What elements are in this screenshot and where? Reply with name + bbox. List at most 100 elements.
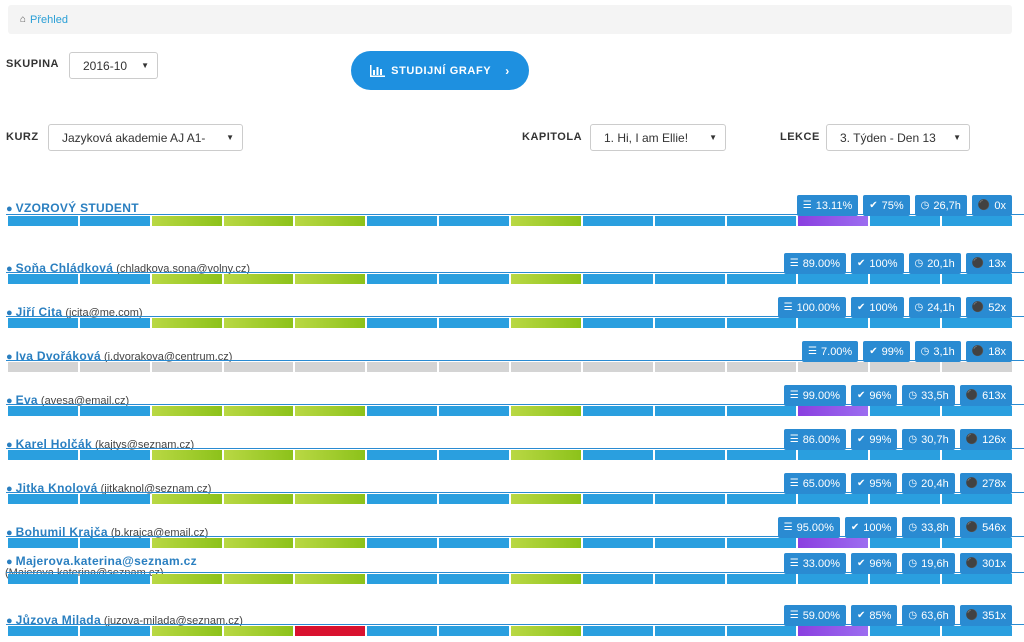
- lesson-segment[interactable]: [439, 274, 510, 284]
- lesson-segment[interactable]: [726, 406, 797, 416]
- lesson-segment[interactable]: [79, 274, 150, 284]
- lesson-segment[interactable]: [798, 406, 869, 416]
- lesson-segment[interactable]: [439, 626, 510, 636]
- lesson-segment[interactable]: [582, 406, 653, 416]
- lesson-segment[interactable]: [582, 450, 653, 460]
- lesson-segment[interactable]: [942, 274, 1013, 284]
- lesson-segment[interactable]: [151, 406, 222, 416]
- lesson-segment[interactable]: [223, 216, 294, 226]
- lesson-segment[interactable]: [295, 362, 366, 372]
- skupina-select[interactable]: 2016-10 ▼: [69, 52, 158, 79]
- lesson-segment[interactable]: [511, 574, 581, 584]
- lesson-segment[interactable]: [654, 538, 725, 548]
- lesson-segment[interactable]: [295, 216, 366, 226]
- lesson-segment[interactable]: [942, 574, 1013, 584]
- lesson-segment[interactable]: [367, 274, 438, 284]
- lesson-segment[interactable]: [367, 406, 438, 416]
- lesson-segment[interactable]: [582, 626, 653, 636]
- lesson-segment[interactable]: [79, 450, 150, 460]
- lesson-segment[interactable]: [151, 318, 222, 328]
- lesson-segment[interactable]: [151, 574, 222, 584]
- lesson-segment[interactable]: [798, 574, 869, 584]
- lesson-segment[interactable]: [798, 216, 869, 226]
- lesson-segment[interactable]: [798, 538, 869, 548]
- lesson-segment[interactable]: [798, 494, 869, 504]
- lesson-segment[interactable]: [798, 362, 869, 372]
- lesson-segment[interactable]: [511, 450, 581, 460]
- lesson-segment[interactable]: [726, 538, 797, 548]
- lesson-segment[interactable]: [582, 318, 653, 328]
- lesson-segment[interactable]: [654, 362, 725, 372]
- lesson-segment[interactable]: [870, 318, 941, 328]
- lesson-segment[interactable]: [8, 318, 78, 328]
- lesson-segment[interactable]: [8, 574, 78, 584]
- student-name-link[interactable]: ● VZOROVÝ STUDENT: [6, 201, 139, 215]
- lesson-segment[interactable]: [151, 538, 222, 548]
- lesson-segment[interactable]: [870, 538, 941, 548]
- lesson-segment[interactable]: [8, 450, 78, 460]
- lesson-segment[interactable]: [726, 626, 797, 636]
- lesson-segment[interactable]: [79, 494, 150, 504]
- lesson-segment[interactable]: [511, 362, 581, 372]
- lesson-segment[interactable]: [295, 494, 366, 504]
- lesson-segment[interactable]: [79, 318, 150, 328]
- lesson-segment[interactable]: [870, 406, 941, 416]
- lesson-segment[interactable]: [223, 574, 294, 584]
- lesson-segment[interactable]: [8, 538, 78, 548]
- lesson-segment[interactable]: [8, 406, 78, 416]
- lesson-segment[interactable]: [439, 538, 510, 548]
- kapitola-select[interactable]: 1. Hi, I am Ellie! ▼: [590, 124, 726, 151]
- lesson-segment[interactable]: [654, 406, 725, 416]
- studijni-grafy-button[interactable]: STUDIJNÍ GRAFY ›: [351, 51, 529, 90]
- lesson-segment[interactable]: [582, 216, 653, 226]
- lesson-segment[interactable]: [726, 450, 797, 460]
- lesson-segment[interactable]: [367, 216, 438, 226]
- lesson-segment[interactable]: [295, 274, 366, 284]
- lesson-segment[interactable]: [79, 406, 150, 416]
- lesson-segment[interactable]: [8, 626, 78, 636]
- lesson-segment[interactable]: [367, 626, 438, 636]
- lesson-segment[interactable]: [654, 274, 725, 284]
- lesson-segment[interactable]: [942, 406, 1013, 416]
- lesson-segment[interactable]: [151, 626, 222, 636]
- lesson-segment[interactable]: [511, 318, 581, 328]
- lesson-segment[interactable]: [726, 318, 797, 328]
- lesson-segment[interactable]: [151, 494, 222, 504]
- lesson-segment[interactable]: [654, 318, 725, 328]
- lesson-segment[interactable]: [726, 362, 797, 372]
- lesson-segment[interactable]: [870, 362, 941, 372]
- lesson-segment[interactable]: [295, 574, 366, 584]
- lesson-segment[interactable]: [223, 318, 294, 328]
- lesson-segment[interactable]: [223, 406, 294, 416]
- lesson-segment[interactable]: [942, 626, 1013, 636]
- lesson-segment[interactable]: [798, 626, 869, 636]
- lesson-segment[interactable]: [942, 538, 1013, 548]
- lesson-segment[interactable]: [223, 274, 294, 284]
- lesson-segment[interactable]: [79, 362, 150, 372]
- lesson-segment[interactable]: [439, 450, 510, 460]
- lesson-segment[interactable]: [726, 494, 797, 504]
- lesson-segment[interactable]: [726, 574, 797, 584]
- lesson-segment[interactable]: [726, 216, 797, 226]
- lesson-segment[interactable]: [151, 274, 222, 284]
- lesson-segment[interactable]: [870, 216, 941, 226]
- student-name-link[interactable]: ● Majerova.katerina@seznam.cz (Majerova.ka…: [5, 554, 197, 579]
- lesson-segment[interactable]: [8, 216, 78, 226]
- lesson-segment[interactable]: [367, 494, 438, 504]
- lesson-segment[interactable]: [654, 574, 725, 584]
- lesson-segment[interactable]: [295, 318, 366, 328]
- lesson-segment[interactable]: [654, 216, 725, 226]
- lesson-segment[interactable]: [79, 538, 150, 548]
- lesson-segment[interactable]: [870, 626, 941, 636]
- lesson-segment[interactable]: [726, 274, 797, 284]
- lesson-segment[interactable]: [582, 538, 653, 548]
- lesson-segment[interactable]: [654, 626, 725, 636]
- lesson-segment[interactable]: [511, 274, 581, 284]
- lekce-select[interactable]: 3. Týden - Den 13 ▼: [826, 124, 970, 151]
- lesson-segment[interactable]: [367, 318, 438, 328]
- lesson-segment[interactable]: [798, 318, 869, 328]
- lesson-segment[interactable]: [151, 362, 222, 372]
- lesson-segment[interactable]: [439, 216, 510, 226]
- lesson-segment[interactable]: [582, 274, 653, 284]
- lesson-segment[interactable]: [582, 494, 653, 504]
